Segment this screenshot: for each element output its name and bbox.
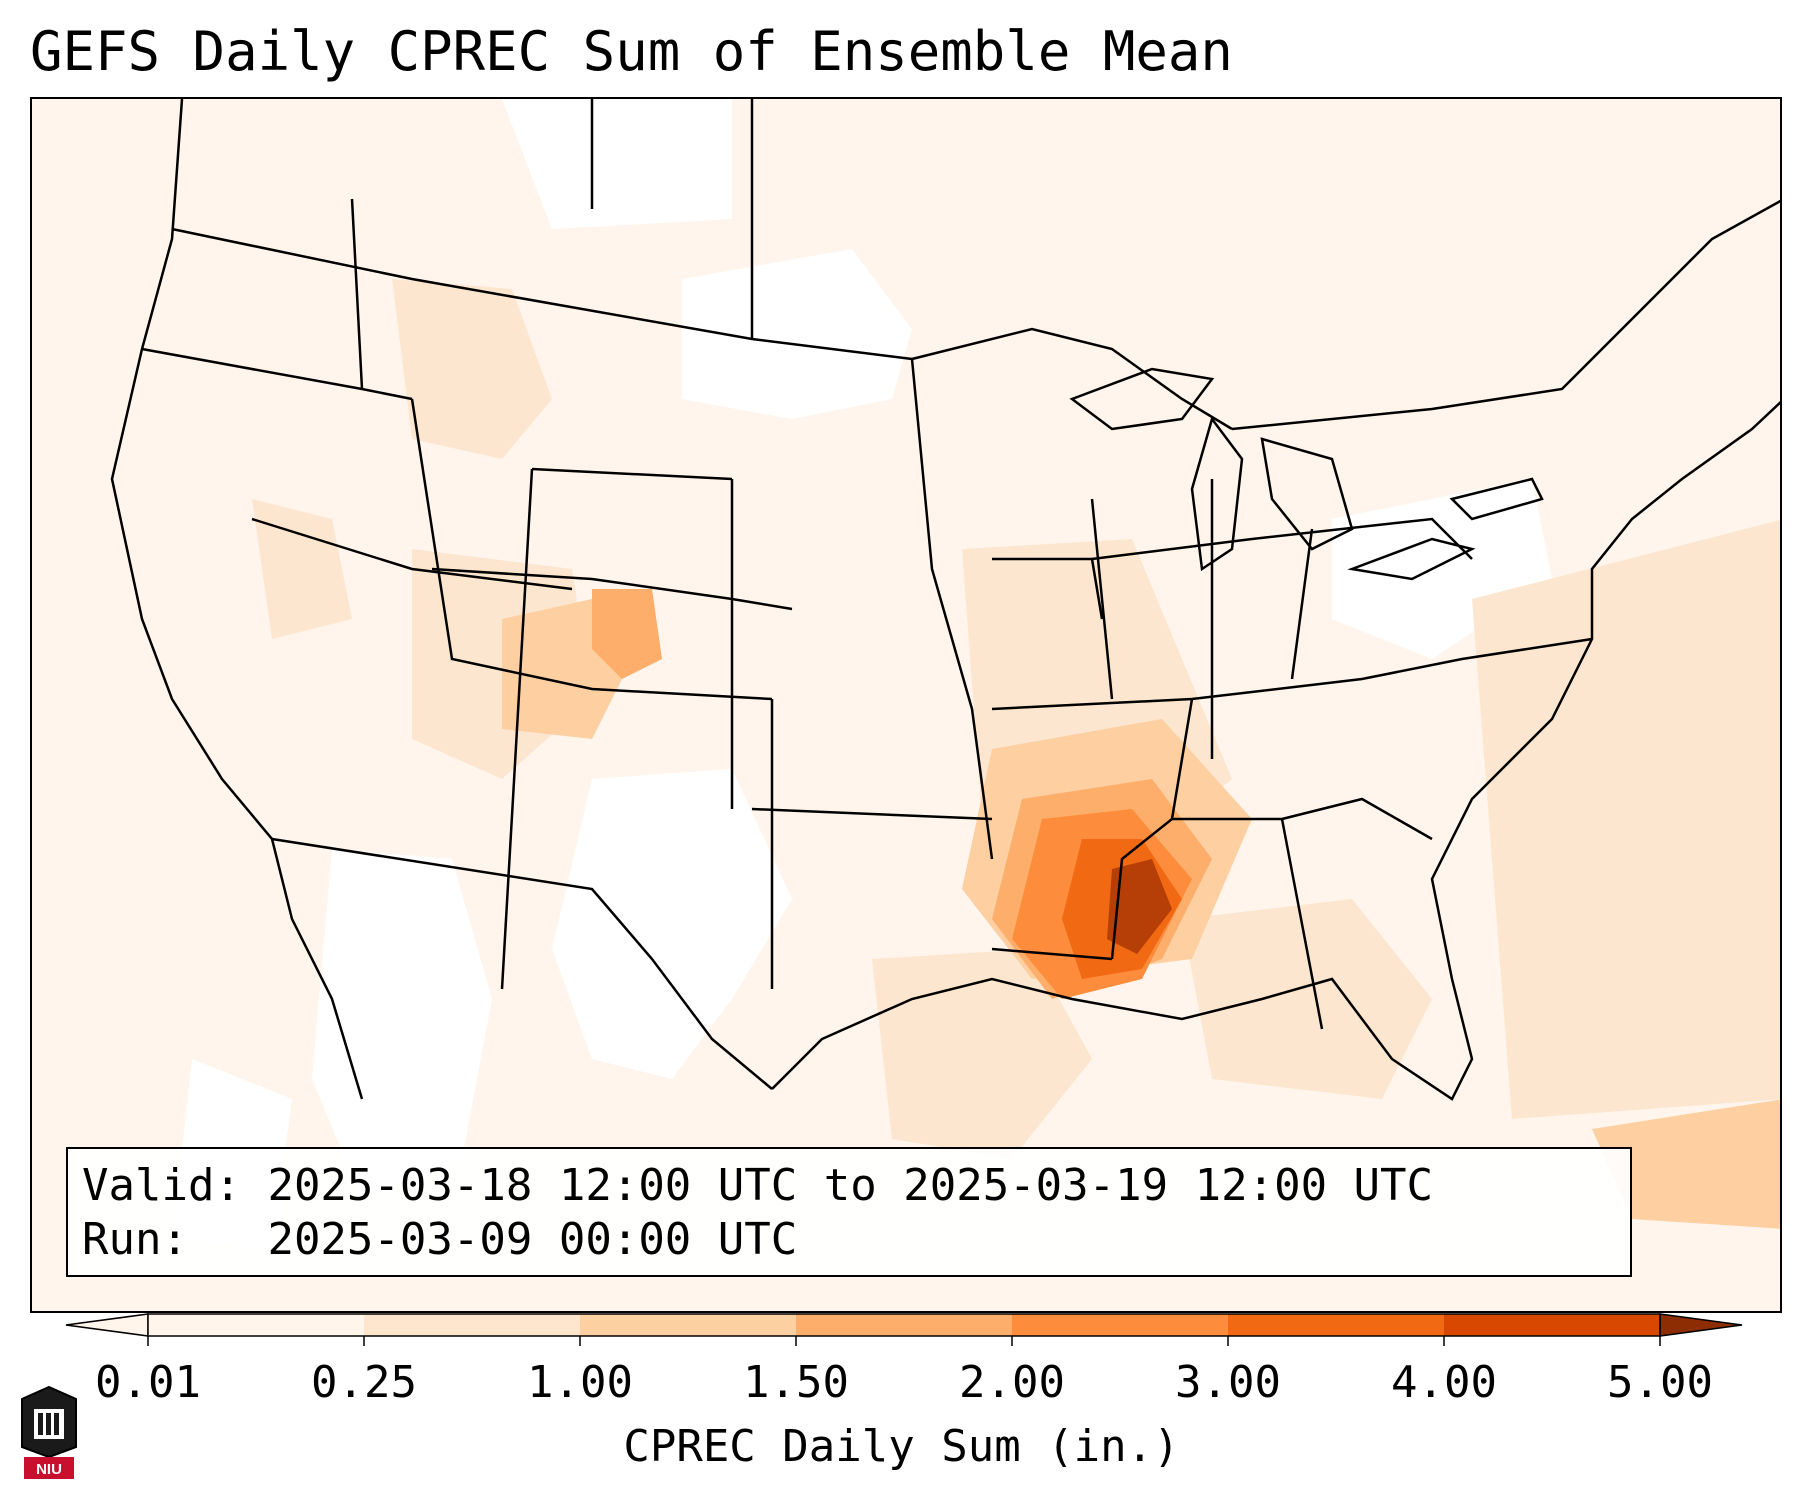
colorbar-segment bbox=[364, 1314, 581, 1336]
boundaries bbox=[110, 99, 1780, 1101]
logo-text: NIU bbox=[36, 1461, 62, 1478]
run-label: Run: bbox=[82, 1214, 188, 1265]
colorbar-tick-label: 1.00 bbox=[527, 1357, 633, 1408]
colorbar-tick-label: 0.25 bbox=[311, 1357, 417, 1408]
colorbar-segment bbox=[1444, 1314, 1661, 1336]
colorbar-outline bbox=[147, 1313, 1661, 1337]
colorbar-segment bbox=[148, 1314, 365, 1336]
colorbar-tick-label: 5.00 bbox=[1607, 1357, 1713, 1408]
colorbar bbox=[60, 1310, 1750, 1370]
colorbar-label: CPREC Daily Sum (in.) bbox=[623, 1421, 1180, 1472]
colorbar-segment bbox=[1228, 1314, 1445, 1336]
chart-title: GEFS Daily CPREC Sum of Ensemble Mean bbox=[30, 20, 1233, 83]
colorbar-tick-label: 0.01 bbox=[95, 1357, 201, 1408]
colorbar-segment bbox=[1012, 1314, 1229, 1336]
colorbar-segment bbox=[796, 1314, 1013, 1336]
run-value: 2025-03-09 00:00 UTC bbox=[267, 1214, 798, 1265]
colorbar-svg bbox=[65, 1313, 1743, 1346]
valid-label: Valid: bbox=[82, 1160, 241, 1211]
precipitation-map bbox=[30, 97, 1782, 1313]
colorbar-extend-low bbox=[65, 1313, 149, 1337]
niu-logo: NIU bbox=[18, 1385, 80, 1481]
extreme-precip bbox=[1107, 859, 1172, 954]
colorbar-tick-label: 1.50 bbox=[743, 1357, 849, 1408]
map-canvas bbox=[32, 99, 1780, 1311]
colorbar-tick-label: 2.00 bbox=[959, 1357, 1065, 1408]
colorbar-segment bbox=[580, 1314, 797, 1336]
valid-value: 2025-03-18 12:00 UTC to 2025-03-19 12:00… bbox=[267, 1160, 1434, 1211]
colorbar-tick-label: 4.00 bbox=[1391, 1357, 1497, 1408]
validity-info-box: Valid: 2025-03-18 12:00 UTC to 2025-03-1… bbox=[66, 1147, 1632, 1277]
colorbar-extend-high bbox=[1659, 1313, 1743, 1337]
colorbar-tick-label: 3.00 bbox=[1175, 1357, 1281, 1408]
great-lakes bbox=[1069, 367, 1544, 581]
